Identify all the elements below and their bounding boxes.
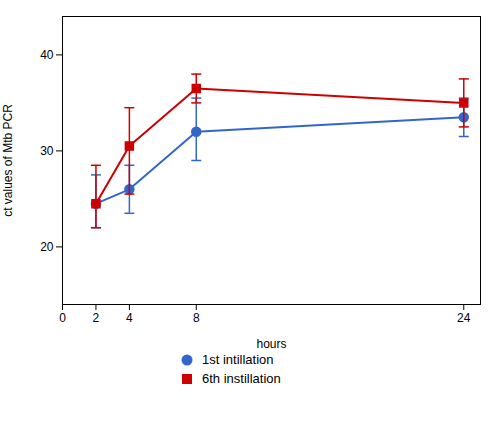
svg-text:2: 2 — [93, 311, 100, 325]
svg-text:4: 4 — [126, 311, 133, 325]
svg-text:20: 20 — [40, 240, 54, 254]
html-text:1st intillation: 1st intillation — [202, 352, 274, 367]
svg-text:ct values of Mtb PCR: ct values of Mtb PCR — [1, 104, 15, 217]
svg-text:30: 30 — [40, 144, 54, 158]
svg-text:40: 40 — [40, 48, 54, 62]
svg-text:0: 0 — [59, 311, 66, 325]
svg-text:hours: hours — [256, 337, 286, 351]
svg-text:24: 24 — [457, 311, 471, 325]
svg-text:8: 8 — [193, 311, 200, 325]
html-text:6th instillation: 6th instillation — [202, 371, 281, 386]
